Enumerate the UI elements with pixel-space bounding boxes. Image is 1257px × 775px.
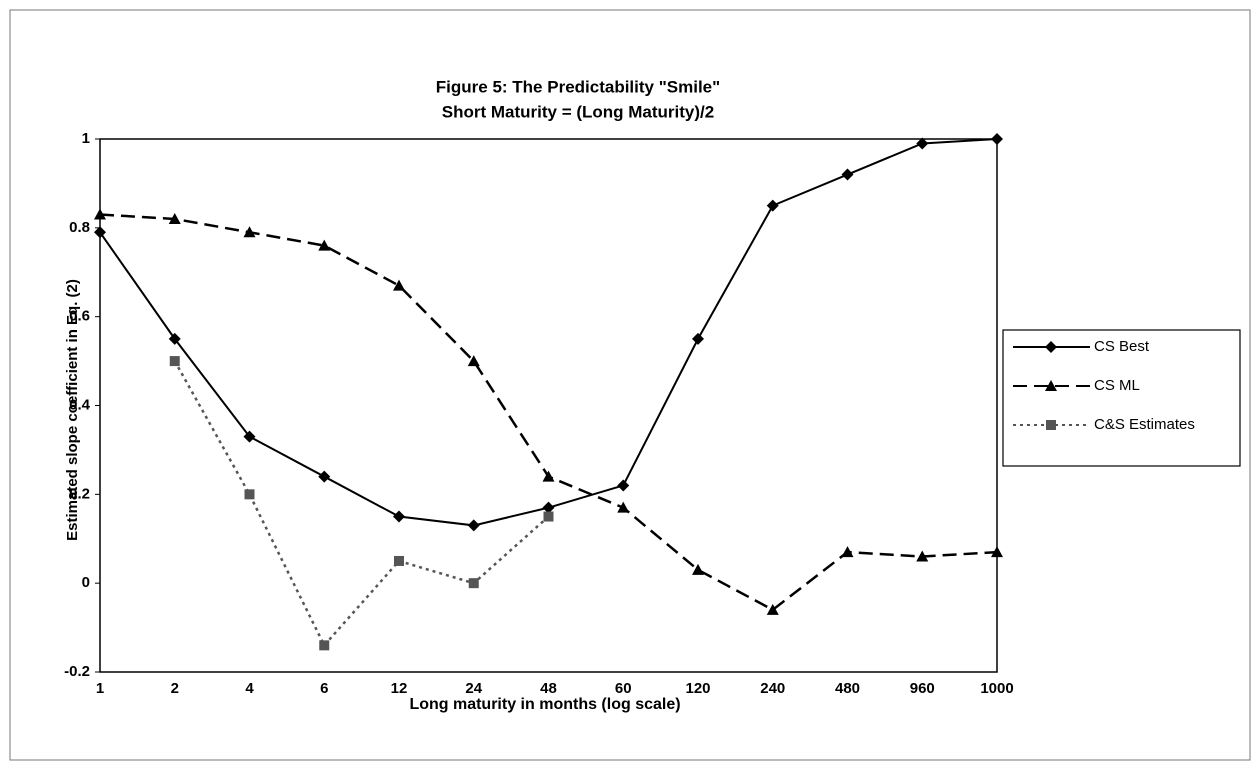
x-tick-label: 120 [685,680,710,697]
point [468,578,479,589]
point [243,226,256,238]
x-tick-label: 24 [465,680,482,697]
point [841,546,854,558]
legend-marker [1045,380,1057,391]
point [617,479,630,492]
x-tick-label: 60 [615,680,632,697]
point [393,279,405,291]
y-tick-label: -0.2 [64,663,90,680]
point [766,603,779,615]
legend-marker [1046,420,1056,430]
point [916,550,929,562]
x-tick-label: 960 [910,680,935,697]
y-tick-label: 0.8 [69,219,90,236]
x-tick-label: 480 [835,680,860,697]
point [94,226,106,239]
x-tick-label: 2 [171,680,179,697]
point [319,640,330,651]
legend-label: C&S Estimates [1094,416,1195,433]
point [467,355,480,367]
chart-frame [9,9,1251,761]
point [991,133,1003,145]
series-line [99,213,998,612]
point [542,470,555,482]
point [542,501,555,514]
point [692,563,704,575]
point [318,239,331,251]
point [543,511,554,522]
x-axis-label: Long maturity in months (log scale) [409,696,680,713]
x-tick-label: 1 [96,680,104,697]
series-line [99,138,998,527]
point [617,501,630,513]
x-tick-label: 12 [391,680,408,697]
chart-title: Figure 5: The Predictability "Smile" [436,77,720,96]
y-tick-label: 0.2 [69,485,90,502]
legend [1002,329,1241,467]
y-tick-label: 0.6 [69,308,90,325]
point [991,546,1003,558]
y-axis-label: Estimated slope coefficient in Eq. (2) [64,279,81,541]
point [318,470,331,483]
point [169,356,180,367]
x-tick-label: 240 [760,680,785,697]
point [393,510,405,523]
point [692,332,704,345]
y-tick-label: 0 [82,574,90,591]
x-tick-label: 6 [320,680,328,697]
chart-subtitle: Short Maturity = (Long Maturity)/2 [442,102,714,121]
legend-label: CS ML [1094,377,1140,394]
point [244,489,255,500]
y-tick-label: 1 [82,130,90,147]
point [168,332,181,345]
plot-area [99,138,998,673]
point [841,168,854,181]
legend-marker [1045,341,1057,353]
point [916,137,929,150]
point [168,212,181,224]
point [394,555,404,566]
point [467,519,480,532]
legend-label: CS Best [1094,338,1150,355]
x-tick-label: 1000 [980,680,1013,697]
y-tick-label: 0.4 [69,396,91,413]
x-tick-label: 48 [540,680,557,697]
point [94,208,106,220]
point [766,199,779,212]
point [243,430,256,443]
series-line [173,360,550,648]
x-tick-label: 4 [245,680,254,697]
